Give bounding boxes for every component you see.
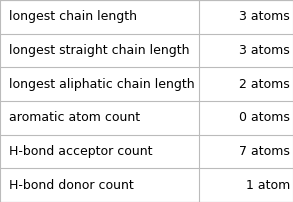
Text: H-bond donor count: H-bond donor count — [9, 179, 134, 192]
Text: aromatic atom count: aromatic atom count — [9, 111, 140, 124]
Text: longest chain length: longest chain length — [9, 10, 137, 23]
Text: 2 atoms: 2 atoms — [239, 78, 290, 91]
Text: longest aliphatic chain length: longest aliphatic chain length — [9, 78, 195, 91]
Text: 3 atoms: 3 atoms — [239, 44, 290, 57]
Text: 0 atoms: 0 atoms — [239, 111, 290, 124]
Bar — [0, 67, 293, 101]
Text: 3 atoms: 3 atoms — [239, 10, 290, 23]
Bar — [0, 0, 293, 34]
Text: longest straight chain length: longest straight chain length — [9, 44, 189, 57]
Bar — [0, 34, 293, 67]
Text: 1 atom: 1 atom — [246, 179, 290, 192]
Bar — [0, 101, 293, 135]
Text: H-bond acceptor count: H-bond acceptor count — [9, 145, 152, 158]
Bar — [0, 168, 293, 202]
Text: 7 atoms: 7 atoms — [239, 145, 290, 158]
Bar — [0, 135, 293, 168]
